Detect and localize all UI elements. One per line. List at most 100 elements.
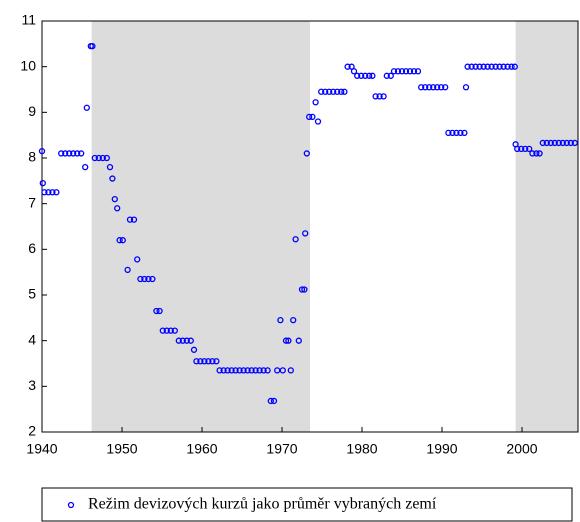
- point: [205, 358, 212, 365]
- point: [179, 337, 186, 344]
- x-tick-label: 1960: [186, 441, 217, 457]
- y-tick-label: 5: [28, 286, 36, 302]
- point: [301, 286, 308, 293]
- point: [480, 63, 487, 70]
- point: [41, 189, 48, 196]
- point: [260, 367, 267, 374]
- point: [344, 63, 351, 70]
- point: [109, 175, 116, 182]
- point: [183, 337, 190, 344]
- point: [468, 63, 475, 70]
- point: [418, 84, 425, 91]
- point: [99, 154, 106, 162]
- point: [555, 139, 562, 147]
- point: [453, 129, 460, 137]
- point: [267, 397, 274, 405]
- point: [551, 139, 558, 147]
- point: [89, 42, 96, 50]
- point: [190, 346, 198, 353]
- point: [224, 367, 231, 374]
- point: [350, 68, 358, 75]
- point: [163, 327, 170, 334]
- point: [430, 84, 437, 91]
- point: [496, 63, 503, 70]
- point: [256, 367, 263, 374]
- point: [53, 189, 60, 196]
- point: [372, 93, 379, 100]
- point: [426, 84, 433, 91]
- point: [318, 88, 325, 95]
- point: [326, 88, 333, 95]
- point: [285, 337, 292, 344]
- legend-box: [41, 487, 573, 522]
- legend-marker: [67, 501, 75, 509]
- point: [38, 147, 46, 155]
- point: [252, 367, 259, 374]
- point: [338, 88, 345, 95]
- point: [508, 63, 515, 70]
- y-tick-label: 8: [28, 149, 36, 165]
- y-tick-label: 6: [28, 240, 36, 256]
- point: [563, 139, 570, 147]
- point: [303, 150, 310, 157]
- point: [366, 72, 373, 79]
- point: [529, 150, 536, 157]
- point: [277, 316, 284, 324]
- point: [376, 93, 383, 100]
- point: [111, 195, 118, 203]
- point: [91, 154, 98, 162]
- point: [354, 72, 361, 79]
- point: [462, 84, 470, 91]
- x-tick-label: 1990: [426, 441, 457, 457]
- point: [103, 154, 110, 162]
- point: [270, 397, 278, 405]
- point: [330, 88, 337, 95]
- y-tick-label: 2: [28, 423, 36, 439]
- point: [309, 113, 316, 121]
- point: [559, 139, 566, 147]
- point: [197, 358, 204, 365]
- point: [518, 145, 525, 153]
- y-tick-label: 11: [21, 12, 36, 28]
- point: [504, 63, 511, 70]
- point: [279, 367, 286, 374]
- point: [167, 327, 174, 334]
- point: [422, 84, 429, 91]
- point: [449, 129, 456, 137]
- point: [543, 139, 550, 147]
- point: [472, 63, 479, 70]
- point: [394, 68, 402, 75]
- point: [83, 104, 90, 111]
- point: [156, 307, 163, 315]
- point: [314, 118, 322, 125]
- y-tick-label: 3: [28, 377, 36, 393]
- point: [49, 189, 56, 196]
- point: [175, 337, 182, 344]
- point: [484, 63, 491, 70]
- y-tick-label: 4: [28, 331, 36, 347]
- y-tick-label: 10: [20, 57, 36, 73]
- point: [298, 286, 306, 293]
- point: [302, 230, 309, 237]
- point: [362, 72, 369, 79]
- point: [193, 358, 200, 365]
- point: [571, 139, 578, 147]
- point: [78, 150, 85, 157]
- point: [402, 68, 410, 75]
- point: [526, 145, 533, 153]
- point: [228, 367, 235, 374]
- point: [134, 256, 141, 263]
- point: [216, 367, 223, 374]
- point: [141, 275, 148, 283]
- point: [187, 337, 194, 344]
- point: [390, 68, 398, 75]
- point: [130, 216, 138, 223]
- point: [153, 307, 160, 315]
- point: [290, 316, 297, 324]
- point: [171, 327, 178, 334]
- shaded-range: [91, 21, 310, 432]
- legend-label: Režim devizových kurzů jako průměr vybra…: [88, 496, 437, 513]
- point: [58, 150, 65, 157]
